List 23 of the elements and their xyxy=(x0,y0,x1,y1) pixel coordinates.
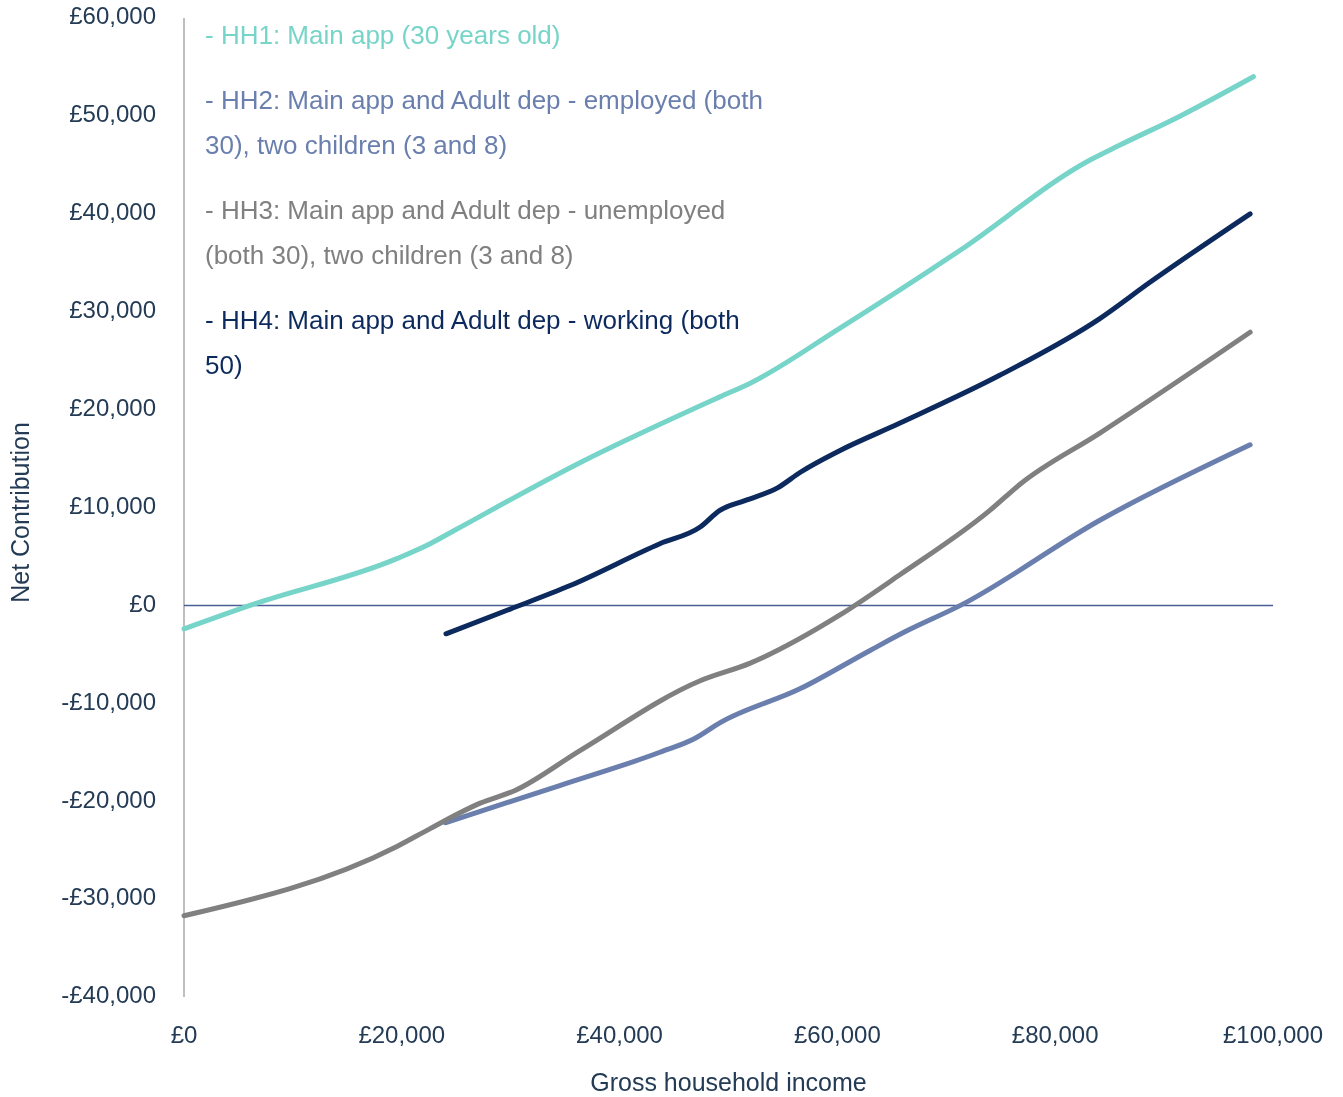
x-tick-label: £80,000 xyxy=(1011,1021,1099,1049)
x-tick-label: £60,000 xyxy=(794,1021,881,1049)
y-tick-label: £30,000 xyxy=(69,296,156,324)
y-tick-label: £10,000 xyxy=(69,491,156,519)
x-tick-label: £0 xyxy=(170,1021,198,1049)
x-axis-title: Gross household income xyxy=(590,1067,867,1096)
y-tick-label: £0 xyxy=(129,589,156,617)
y-tick-label: £40,000 xyxy=(69,198,156,226)
y-tick-label: -£30,000 xyxy=(61,883,156,911)
x-tick-label: £100,000 xyxy=(1222,1021,1324,1049)
y-tick-label: -£10,000 xyxy=(61,687,156,715)
text: - HH2: Main app and Adult dep - employed (both 30), two children (3 and 8) xyxy=(205,84,763,160)
x-tick-label: £40,000 xyxy=(576,1021,663,1049)
text: - HH4: Main app and Adult dep - working (both 50) xyxy=(205,304,740,380)
text: - HH3: Main app and Adult dep - unemployed (both 30), two children (3 and 8) xyxy=(205,194,726,270)
text: - HH1: Main app (30 years old) xyxy=(205,19,561,50)
y-tick-label: -£20,000 xyxy=(61,785,156,813)
y-tick-label: £60,000 xyxy=(69,2,156,30)
x-tick-label: £20,000 xyxy=(358,1021,446,1049)
y-tick-label: -£40,000 xyxy=(61,981,156,1009)
y-tick-label: £50,000 xyxy=(69,100,156,128)
y-tick-label: £20,000 xyxy=(69,393,156,421)
y-axis-title: Net Contribution xyxy=(5,422,34,603)
